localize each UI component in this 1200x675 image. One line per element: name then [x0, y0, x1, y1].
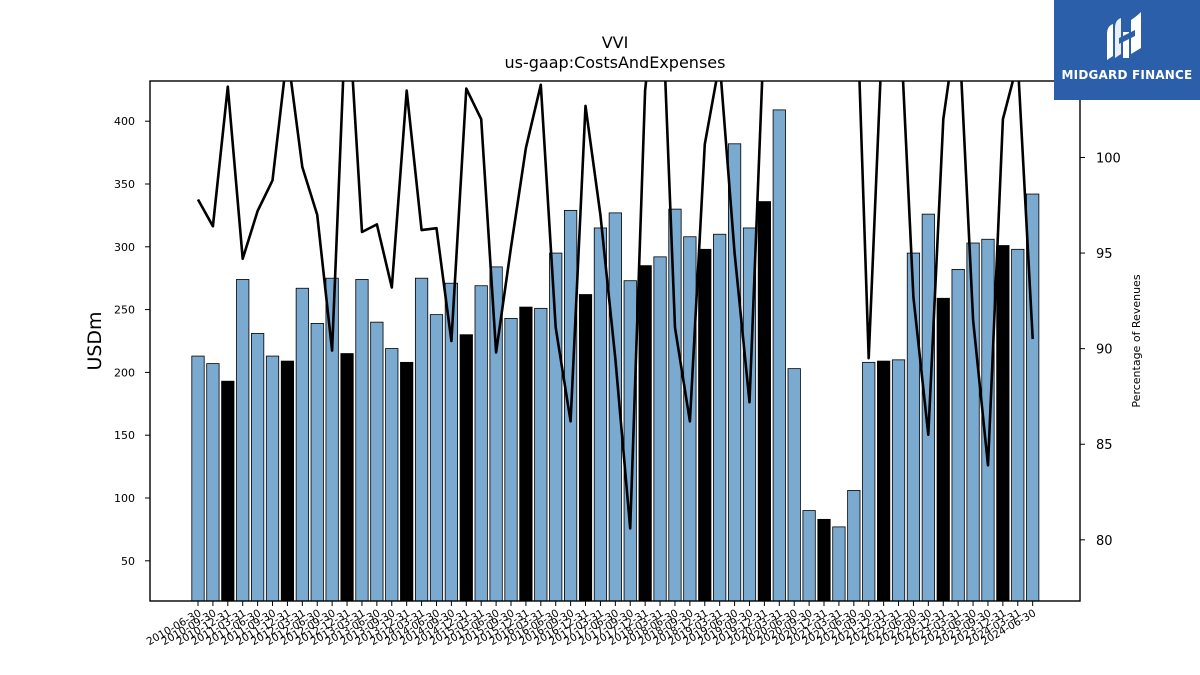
y2-axis: 80 85 90 95 100	[1080, 151, 1121, 549]
percentage-line	[196, 81, 1034, 530]
y-axis-label: USDm	[84, 311, 106, 370]
midgard-logo-icon	[1107, 12, 1141, 60]
chart-subtitle: us-gaap:CostsAndExpenses	[505, 53, 726, 72]
y-tick-label: 200	[114, 366, 135, 379]
bar-2010-06-30	[191, 355, 205, 601]
y2-tick-label: 90	[1096, 343, 1113, 358]
plot-frame	[149, 80, 1081, 602]
bar-2013-03-31	[355, 279, 369, 601]
bar-2013-12-31	[400, 361, 414, 601]
brand-logo: MIDGARD FINANCE	[1054, 0, 1200, 100]
bar-2016-12-31	[578, 294, 593, 601]
y2-tick-label: 80	[1096, 534, 1113, 549]
y-tick-label: 50	[121, 555, 135, 568]
bar-2017-09-30	[623, 280, 637, 601]
x-axis: 2010-06-302010-09-302010-12-312011-03-31…	[145, 601, 1038, 648]
bar-2010-12-31	[221, 380, 235, 601]
bar-2016-06-30	[549, 252, 563, 601]
bar-2011-06-30	[251, 333, 265, 601]
bar-2015-09-30	[504, 317, 518, 601]
chart-title: VVI	[602, 33, 629, 52]
bar-2010-09-30	[206, 363, 220, 601]
bar-2020-09-30	[802, 510, 816, 601]
y2-tick-label: 95	[1096, 247, 1113, 262]
y2-tick-label: 100	[1096, 151, 1121, 166]
bar-2021-03-31	[832, 526, 846, 601]
y-tick-label: 350	[114, 178, 135, 191]
y2-tick-label: 85	[1096, 438, 1113, 453]
y-tick-label: 150	[114, 429, 135, 442]
bar-2012-12-31	[340, 353, 354, 601]
bar-2022-03-31	[891, 359, 906, 601]
y-tick-label: 100	[114, 492, 135, 505]
bar-2013-06-30	[370, 321, 384, 601]
bar-series	[191, 109, 1040, 601]
bar-2020-12-31	[817, 518, 831, 601]
bar-2011-12-31	[280, 360, 295, 601]
bar-2020-06-30	[787, 368, 801, 601]
bar-2016-03-31	[534, 307, 548, 601]
bar-2014-09-30	[444, 282, 458, 601]
bar-2023-09-30	[981, 238, 995, 601]
y2-axis-label: Percentage of Revenues	[1130, 274, 1143, 407]
bar-2011-03-31	[236, 279, 250, 601]
y-tick-label: 250	[114, 304, 135, 317]
bar-2017-03-31	[593, 227, 608, 601]
bar-2015-12-31	[519, 306, 533, 601]
bar-2012-09-30	[325, 277, 339, 601]
bar-2021-06-30	[847, 490, 861, 601]
line-series	[196, 81, 1034, 530]
bar-2015-06-30	[489, 266, 503, 601]
bar-2014-12-31	[459, 334, 473, 601]
bar-2019-03-31	[713, 233, 727, 601]
bar-2018-12-31	[698, 248, 712, 601]
y-tick-label: 400	[114, 115, 135, 128]
y-axis: 50 100 150 200 250 300 350 400	[114, 115, 150, 568]
bar-2014-03-31	[414, 277, 429, 601]
bar-2021-12-31	[877, 360, 891, 601]
bar-2023-03-31	[951, 269, 965, 601]
bar-2022-12-31	[936, 297, 950, 601]
bar-2017-06-30	[608, 212, 622, 601]
bar-2012-06-30	[310, 323, 324, 601]
bar-2014-06-30	[429, 314, 444, 601]
bar-2012-03-31	[295, 287, 309, 601]
bar-2020-03-31	[772, 109, 786, 601]
bar-2021-09-30	[862, 361, 876, 601]
bar-2015-03-31	[474, 285, 488, 601]
bar-2019-12-31	[757, 201, 771, 601]
bar-2023-12-31	[996, 245, 1010, 601]
bar-2017-12-31	[638, 265, 652, 601]
y-tick-label: 300	[114, 241, 135, 254]
brand-logo-text: MIDGARD FINANCE	[1061, 68, 1193, 82]
bar-2018-06-30	[668, 208, 682, 601]
bar-2013-09-30	[385, 348, 399, 601]
bar-2022-06-30	[906, 252, 921, 601]
bar-2018-03-31	[653, 256, 667, 601]
bar-2024-03-31	[1011, 248, 1025, 601]
bar-2011-09-30	[265, 355, 280, 601]
bar-2023-06-30	[966, 242, 980, 601]
